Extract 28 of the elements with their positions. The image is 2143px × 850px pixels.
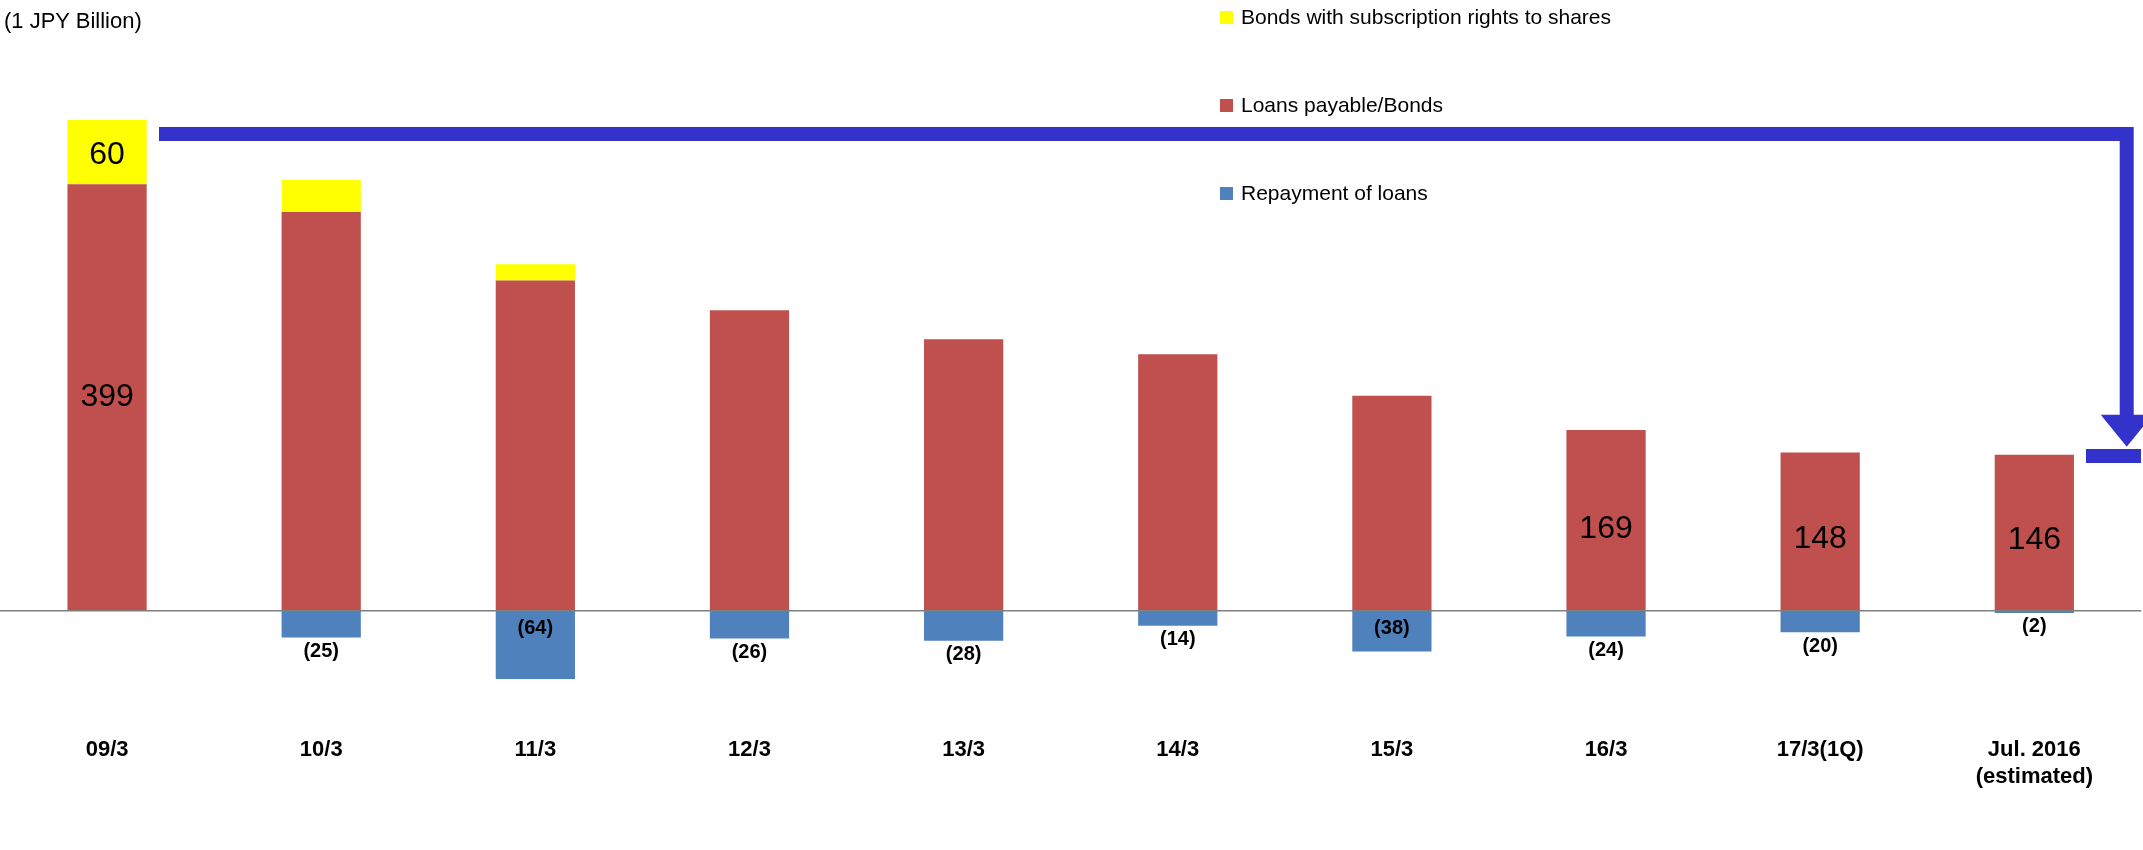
x-tick-label: 10/3 [299, 736, 343, 762]
data-label: (14) [1159, 627, 1196, 650]
legend-label: Loans payable/Bonds [1241, 93, 1443, 117]
data-label: (25) [303, 639, 339, 662]
data-label: 148 [1793, 519, 1847, 556]
x-tick-label: 09/3 [85, 736, 129, 762]
data-label: (38) [1374, 616, 1410, 639]
data-label: (20) [1802, 633, 1838, 656]
x-tick-label: 13/3 [942, 736, 986, 762]
data-label: (2) [2022, 614, 2047, 637]
legend-label: Repayment of loans [1241, 181, 1428, 205]
x-tick-label: 12/3 [728, 736, 771, 762]
x-tick-label: 15/3 [1370, 736, 1414, 762]
text: (1 JPY Billion) [4, 8, 142, 34]
data-label: (64) [517, 616, 554, 639]
x-tick-label: 16/3 [1584, 736, 1628, 762]
data-label: 60 [89, 135, 125, 172]
legend-label: Bonds with subscription rights to shares [1241, 5, 1612, 29]
data-label: (28) [945, 642, 982, 665]
data-label: 169 [1579, 509, 1633, 546]
x-tick-label: 14/3 [1156, 736, 1200, 762]
data-label: 146 [2007, 520, 2062, 557]
x-tick-label: Jul. 2016 (estimated) [1975, 736, 2093, 788]
data-label: (24) [1588, 637, 1624, 660]
data-label: 399 [80, 377, 134, 414]
x-tick-label: 17/3(1Q) [1776, 736, 1864, 762]
x-tick-label: 11/3 [514, 736, 557, 762]
data-label: (26) [731, 640, 768, 663]
